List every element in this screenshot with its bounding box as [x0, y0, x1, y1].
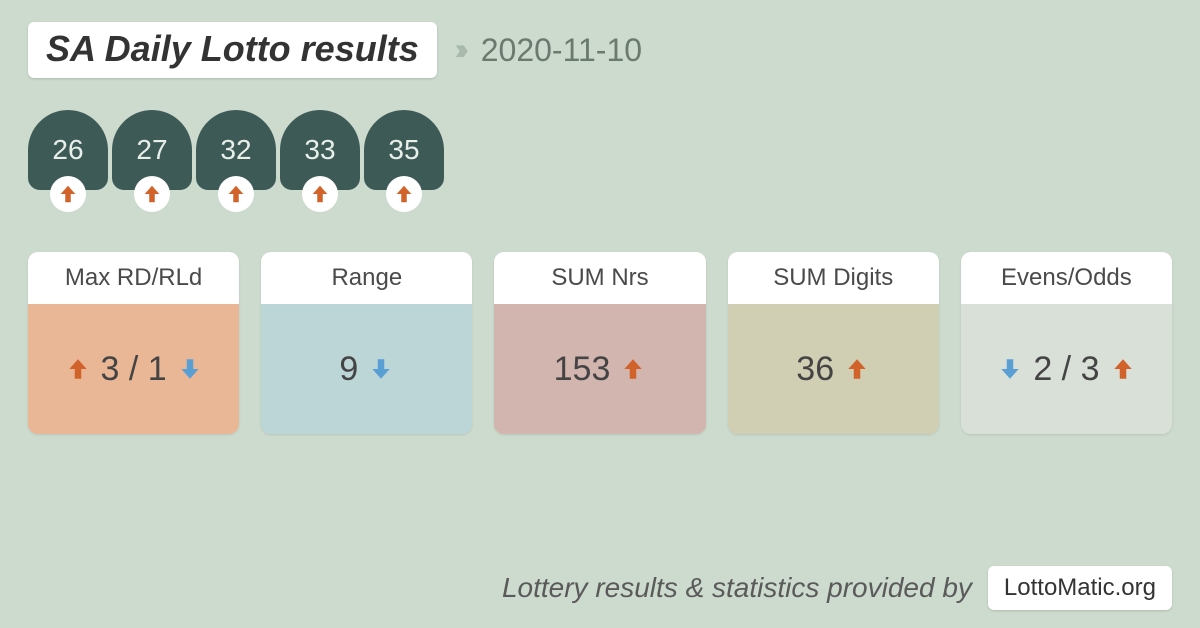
- ball-trend-badge: [302, 176, 338, 212]
- stat-value: 2 / 3: [961, 304, 1172, 434]
- lotto-ball: 35: [364, 110, 444, 212]
- stat-card: Range 9: [261, 252, 472, 434]
- stat-label: Evens/Odds: [961, 252, 1172, 304]
- stat-card: Max RD/RLd 3 / 1: [28, 252, 239, 434]
- stat-label: SUM Digits: [728, 252, 939, 304]
- arrow-up-icon: [57, 183, 79, 205]
- stat-value-text: 153: [554, 350, 611, 389]
- stat-label: Range: [261, 252, 472, 304]
- result-date: 2020-11-10: [481, 32, 642, 69]
- stat-value: 153: [494, 304, 705, 434]
- ball-trend-badge: [218, 176, 254, 212]
- stat-card: SUM Nrs 153: [494, 252, 705, 434]
- provider-badge[interactable]: LottoMatic.org: [988, 566, 1172, 610]
- footer: Lottery results & statistics provided by…: [502, 566, 1172, 610]
- stat-card: SUM Digits 36: [728, 252, 939, 434]
- ball-trend-badge: [134, 176, 170, 212]
- ball-trend-badge: [386, 176, 422, 212]
- arrow-down-icon: [368, 356, 394, 382]
- footer-text: Lottery results & statistics provided by: [502, 572, 972, 604]
- stat-value: 9: [261, 304, 472, 434]
- chevron-right-icon: ››: [455, 33, 463, 67]
- arrow-down-icon: [177, 356, 203, 382]
- stats-row: Max RD/RLd 3 / 1 Range 9 SUM Nrs 153 SUM Digit…: [28, 252, 1172, 434]
- arrow-up-icon: [844, 356, 870, 382]
- stat-value: 36: [728, 304, 939, 434]
- stat-value-text: 2 / 3: [1033, 350, 1099, 389]
- lotto-ball: 27: [112, 110, 192, 212]
- stat-value-text: 9: [339, 350, 358, 389]
- stat-value-text: 3 / 1: [101, 350, 167, 389]
- arrow-up-icon: [620, 356, 646, 382]
- arrow-up-icon: [141, 183, 163, 205]
- ball-trend-badge: [50, 176, 86, 212]
- arrow-up-icon: [393, 183, 415, 205]
- stat-value: 3 / 1: [28, 304, 239, 434]
- arrow-up-icon: [1110, 356, 1136, 382]
- balls-row: 26 27 32 33 35: [28, 110, 1172, 212]
- lotto-ball: 32: [196, 110, 276, 212]
- stat-label: Max RD/RLd: [28, 252, 239, 304]
- lotto-ball: 33: [280, 110, 360, 212]
- arrow-up-icon: [225, 183, 247, 205]
- header: SA Daily Lotto results ›› 2020-11-10: [28, 22, 1172, 78]
- stat-label: SUM Nrs: [494, 252, 705, 304]
- lotto-ball: 26: [28, 110, 108, 212]
- stat-card: Evens/Odds 2 / 3: [961, 252, 1172, 434]
- page-title: SA Daily Lotto results: [28, 22, 437, 78]
- arrow-up-icon: [65, 356, 91, 382]
- arrow-down-icon: [997, 356, 1023, 382]
- stat-value-text: 36: [796, 350, 834, 389]
- arrow-up-icon: [309, 183, 331, 205]
